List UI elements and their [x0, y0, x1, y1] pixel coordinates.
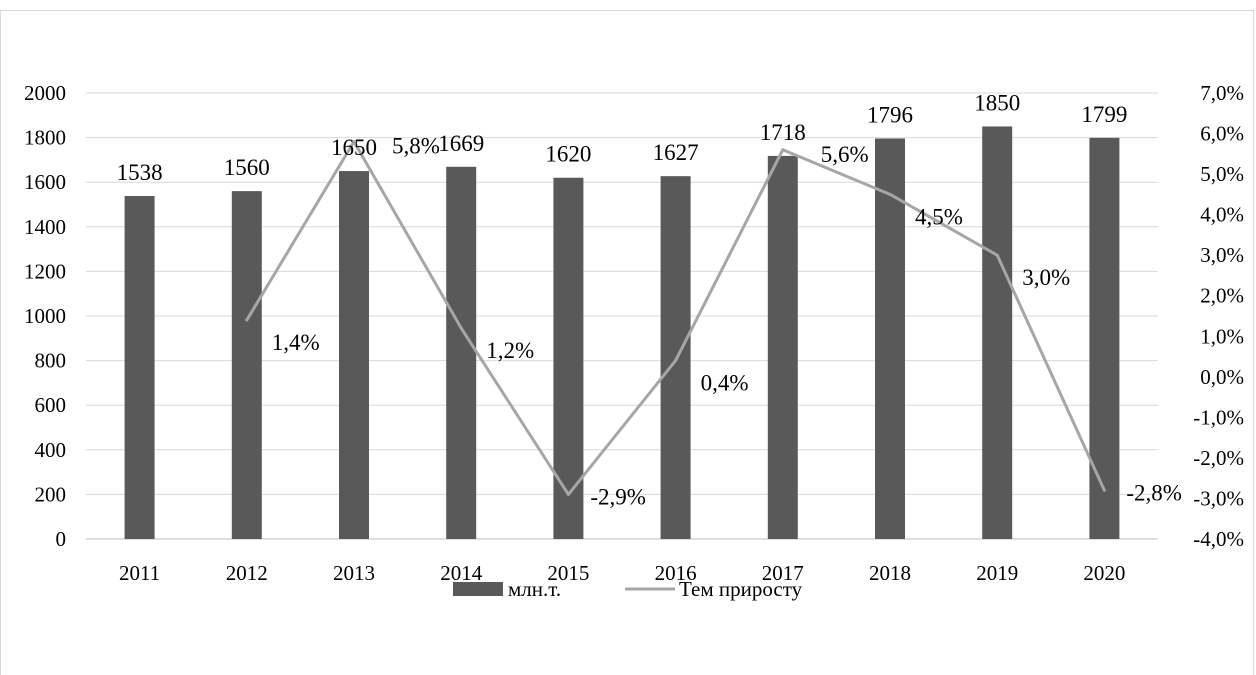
bar — [553, 177, 584, 540]
line-data-label: 0,4% — [701, 371, 749, 396]
legend-label-bars: млн.т. — [508, 577, 561, 601]
bar — [982, 126, 1013, 539]
left-tick-label: 1800 — [24, 126, 66, 150]
legend: млн.т. Тем приросту — [453, 577, 803, 601]
bar-data-label: 1850 — [974, 90, 1020, 115]
line-point — [566, 492, 570, 496]
x-tick-label: 2011 — [119, 561, 160, 585]
line-point — [245, 318, 249, 322]
bar-data-label: 1620 — [545, 142, 591, 167]
x-tick-label: 2020 — [1083, 561, 1125, 585]
x-tick-label: 2013 — [333, 561, 375, 585]
legend-item-bars[interactable]: млн.т. — [453, 577, 561, 601]
bar — [339, 171, 369, 540]
line-data-label: 1,4% — [272, 330, 320, 355]
left-tick-label: 1000 — [24, 304, 66, 328]
right-tick-label: -3,0% — [1193, 486, 1244, 510]
line-point — [674, 359, 678, 363]
line-data-labels: 1,4% 5,8% 1,2% -2,9% 0,4% 5,6% 4,5% 3,0% -2,8% — [272, 134, 1182, 510]
bar-data-label: 1669 — [438, 131, 484, 156]
line-point — [781, 148, 785, 152]
bar — [124, 196, 155, 539]
left-axis: 0 200 400 600 800 1000 1200 1400 1600 1800 2000 — [24, 81, 66, 551]
left-tick-label: 1200 — [24, 259, 66, 283]
bar-data-label: 1538 — [117, 160, 163, 185]
right-tick-label: 3,0% — [1200, 243, 1244, 267]
bar — [446, 166, 477, 540]
right-tick-label: 4,0% — [1200, 203, 1244, 227]
line-point — [888, 192, 892, 196]
line-data-label: -2,8% — [1126, 480, 1182, 505]
right-tick-label: 6,0% — [1200, 122, 1244, 146]
line-series — [245, 140, 1106, 496]
left-tick-label: 1600 — [24, 170, 66, 194]
left-tick-label: 0 — [56, 527, 67, 551]
left-tick-label: 1400 — [24, 215, 66, 239]
x-tick-label: 2019 — [976, 561, 1018, 585]
bar-data-label: 1560 — [224, 155, 270, 180]
line-point — [1102, 488, 1106, 492]
legend-swatch-bars — [453, 582, 503, 596]
bar — [767, 155, 798, 540]
right-tick-label: 2,0% — [1200, 284, 1244, 308]
line-point — [459, 326, 463, 330]
bar-data-label: 1799 — [1081, 102, 1127, 127]
gridlines — [86, 92, 1158, 540]
legend-label-line: Тем приросту — [679, 577, 803, 601]
right-tick-label: -2,0% — [1193, 446, 1244, 470]
line-data-label: 5,8% — [392, 134, 440, 159]
x-tick-label: 2018 — [869, 561, 911, 585]
x-tick-label: 2014 — [440, 561, 483, 585]
left-tick-label: 2000 — [24, 81, 66, 105]
line-data-label: 4,5% — [915, 204, 963, 229]
line-point — [352, 140, 356, 144]
line-data-label: -2,9% — [590, 484, 646, 509]
left-tick-label: 800 — [35, 349, 67, 373]
bar — [1089, 137, 1120, 539]
right-tick-label: 5,0% — [1200, 162, 1244, 186]
right-tick-label: -1,0% — [1193, 405, 1244, 429]
right-axis: -4,0% -3,0% -2,0% -1,0% 0,0% 1,0% 2,0% 3,0% 4,0%… — [1193, 81, 1244, 551]
x-tick-label: 2017 — [762, 561, 804, 585]
legend-item-line[interactable]: Тем приросту — [625, 577, 803, 601]
right-tick-label: 0,0% — [1200, 365, 1244, 389]
bar-data-labels: 1538 1560 1650 1669 1620 1627 1718 1796 1850 1799 — [117, 90, 1128, 185]
bar — [875, 138, 905, 539]
bar-series — [124, 126, 1120, 540]
bar-data-label: 1627 — [653, 140, 699, 165]
line-data-label: 5,6% — [821, 142, 869, 167]
chart-frame — [0, 10, 1254, 675]
line-data-label: 3,0% — [1022, 265, 1070, 290]
left-tick-label: 600 — [35, 393, 67, 417]
x-axis: 2011 2012 2013 2014 2015 2016 2017 2018 2019 2020 — [119, 561, 1125, 585]
line-data-label: 1,2% — [486, 338, 534, 363]
right-tick-label: 1,0% — [1200, 324, 1244, 348]
line-point — [995, 253, 999, 257]
x-tick-label: 2015 — [547, 561, 589, 585]
left-tick-label: 200 — [35, 482, 67, 506]
left-tick-label: 400 — [35, 438, 67, 462]
x-tick-label: 2012 — [226, 561, 268, 585]
right-tick-label: -4,0% — [1193, 527, 1244, 551]
x-tick-label: 2016 — [655, 561, 697, 585]
right-tick-label: 7,0% — [1200, 81, 1244, 105]
bar-data-label: 1718 — [760, 120, 806, 145]
bar-data-label: 1796 — [867, 102, 913, 127]
bar — [231, 191, 262, 539]
bar-data-label: 1650 — [331, 135, 377, 160]
